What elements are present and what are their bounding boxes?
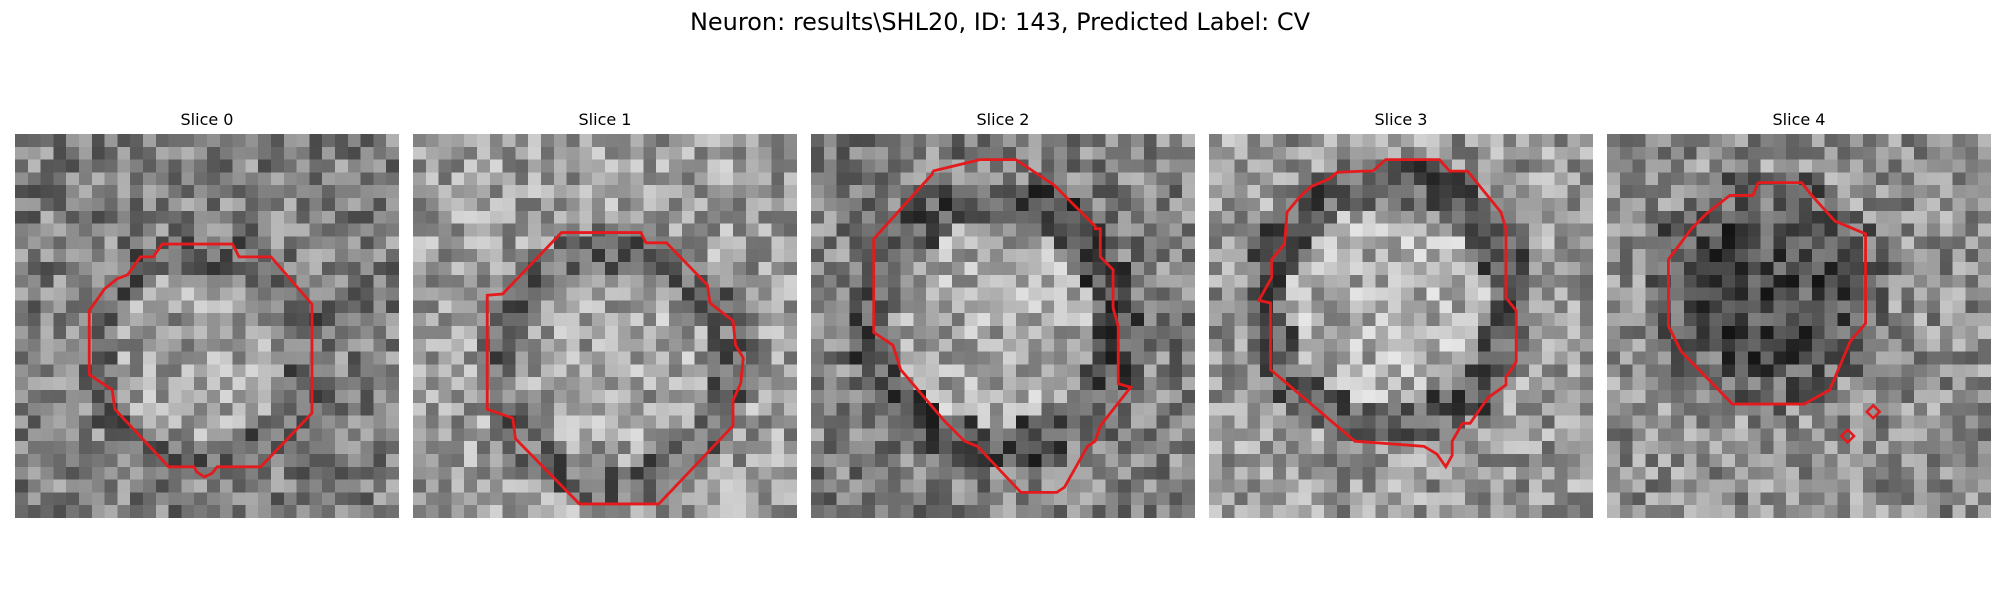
slice-image <box>1607 134 1991 518</box>
slice-title: Slice 4 <box>1772 110 1826 129</box>
neuron-contour <box>87 242 314 479</box>
slice-image <box>1209 134 1593 518</box>
pixel-grid <box>413 134 797 518</box>
slice-panel-0: Slice 0 <box>15 108 399 518</box>
neuron-contour <box>1667 181 1867 406</box>
slice-image <box>811 134 1195 518</box>
contour-fragment <box>1839 427 1856 445</box>
figure-title: Neuron: results\SHL20, ID: 143, Predicte… <box>689 8 1311 36</box>
slice-panel-3: Slice 3 <box>1209 108 1593 518</box>
slice-panel-4: Slice 4 <box>1607 108 1991 518</box>
contour-fragment <box>1865 403 1882 420</box>
slice-panel-2: Slice 2 <box>811 108 1195 518</box>
neuron-contour <box>485 231 745 506</box>
slice-image <box>15 134 399 518</box>
slice-panel-1: Slice 1 <box>413 108 797 518</box>
pixel-grid <box>1607 134 1991 518</box>
pixel-grid <box>811 134 1195 518</box>
pixel-grid <box>15 134 399 518</box>
slice-image <box>413 134 797 518</box>
neuron-contour <box>872 158 1134 494</box>
slice-title: Slice 2 <box>976 110 1030 129</box>
slice-title: Slice 0 <box>180 110 234 129</box>
pixel-grid <box>1209 134 1593 518</box>
neuron-contour <box>1256 158 1518 470</box>
slice-title: Slice 3 <box>1374 110 1428 129</box>
slice-title: Slice 1 <box>578 110 632 129</box>
